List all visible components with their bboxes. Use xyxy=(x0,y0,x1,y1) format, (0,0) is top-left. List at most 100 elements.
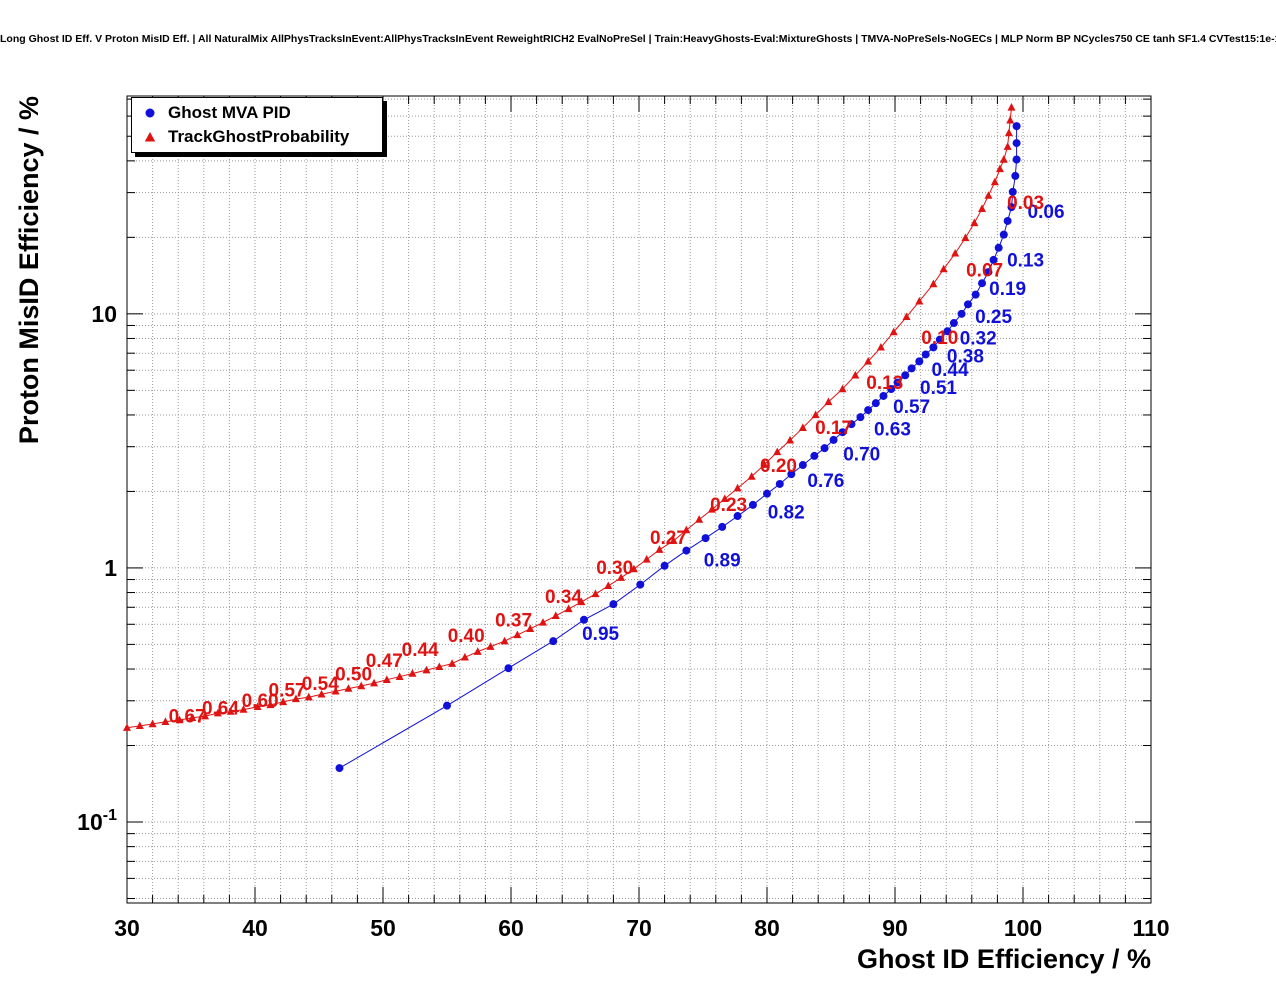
data-point-triangle xyxy=(161,717,170,725)
data-point-triangle xyxy=(226,707,235,715)
data-point-circle xyxy=(504,664,513,673)
data-point-circle xyxy=(984,268,993,277)
data-point-triangle xyxy=(984,191,993,199)
data-point-triangle xyxy=(213,708,222,717)
legend-item-ghost-mva-pid: Ghost MVA PID xyxy=(132,101,382,125)
svg-text:60: 60 xyxy=(498,915,524,941)
data-point-triangle xyxy=(951,248,960,257)
svg-text:0.30: 0.30 xyxy=(596,558,633,579)
data-point-triangle xyxy=(773,447,782,456)
svg-text:90: 90 xyxy=(882,915,908,941)
data-point-circle xyxy=(838,428,847,437)
data-point-circle xyxy=(763,489,771,498)
svg-text:0.76: 0.76 xyxy=(807,471,844,492)
data-point-circle xyxy=(798,461,807,470)
data-point-triangle xyxy=(408,669,417,677)
svg-text:0.57: 0.57 xyxy=(893,397,930,418)
data-point-triangle xyxy=(317,689,326,698)
data-point-triangle xyxy=(266,700,275,709)
data-point-triangle xyxy=(239,705,248,713)
data-point-circle xyxy=(893,378,902,387)
data-point-circle xyxy=(682,546,691,555)
data-point-triangle xyxy=(655,545,664,553)
svg-text:0.67: 0.67 xyxy=(169,707,206,728)
svg-text:80: 80 xyxy=(754,915,780,941)
y-axis-title: Proton MisID Efficiency / % xyxy=(14,96,44,445)
data-point-circle xyxy=(1012,139,1021,148)
data-point-circle xyxy=(775,479,784,488)
series-ghost-mva-pid-cut-labels: 0.06 0.13 0.19 0.250.320.380.440.510.570.63… xyxy=(582,202,1064,645)
data-point-triangle xyxy=(978,204,987,213)
data-point-circle xyxy=(935,335,944,344)
svg-text:0.17: 0.17 xyxy=(815,418,852,439)
data-point-triangle xyxy=(175,715,184,724)
svg-text:0.34: 0.34 xyxy=(545,587,582,608)
data-point-triangle xyxy=(999,155,1008,163)
data-point-triangle xyxy=(747,472,756,480)
data-point-triangle xyxy=(253,702,262,711)
circle-marker-icon xyxy=(132,107,168,119)
data-point-triangle xyxy=(617,573,626,581)
svg-text:0.63: 0.63 xyxy=(874,420,911,441)
svg-text:0.03: 0.03 xyxy=(1007,193,1044,214)
data-point-circle xyxy=(989,255,998,264)
data-point-circle xyxy=(887,385,896,394)
svg-text:0.95: 0.95 xyxy=(582,624,619,645)
svg-text:0.27: 0.27 xyxy=(650,528,687,549)
data-point-circle xyxy=(1012,155,1021,164)
data-point-triangle xyxy=(915,296,924,305)
data-point-circle xyxy=(957,309,966,318)
data-point-circle xyxy=(871,399,880,408)
data-point-circle xyxy=(879,391,888,400)
data-point-triangle xyxy=(357,681,366,690)
data-point-circle xyxy=(971,290,980,299)
grid xyxy=(127,96,1151,903)
data-point-triangle xyxy=(148,719,157,728)
data-point-triangle xyxy=(370,678,379,687)
svg-text:0.37: 0.37 xyxy=(495,611,532,632)
legend-label-ghost-mva-pid: Ghost MVA PID xyxy=(168,103,291,122)
data-point-triangle xyxy=(539,618,547,626)
data-point-circle xyxy=(856,413,865,422)
svg-text:0.89: 0.89 xyxy=(704,550,741,571)
svg-text:0.57: 0.57 xyxy=(269,680,306,701)
data-point-circle xyxy=(994,243,1003,252)
svg-text:0.10: 0.10 xyxy=(921,328,958,349)
data-point-circle xyxy=(609,600,618,609)
series-ghost-mva-pid xyxy=(335,122,1021,773)
data-point-circle xyxy=(1011,171,1020,180)
svg-text:30: 30 xyxy=(114,915,140,941)
series-track-ghost-probability xyxy=(123,103,1016,731)
svg-text:0.64: 0.64 xyxy=(202,698,239,719)
svg-text:10-1: 10-1 xyxy=(77,807,117,835)
data-point-circle xyxy=(820,444,829,453)
data-point-triangle xyxy=(1003,142,1012,150)
svg-text:0.07: 0.07 xyxy=(966,261,1003,282)
data-point-triangle xyxy=(707,504,716,513)
data-point-triangle xyxy=(135,721,144,730)
data-point-triangle xyxy=(824,397,833,406)
svg-text:40: 40 xyxy=(242,915,268,941)
data-point-circle xyxy=(901,371,910,380)
data-point-circle xyxy=(847,420,856,429)
svg-text:50: 50 xyxy=(370,915,396,941)
data-point-circle xyxy=(829,435,838,444)
data-point-triangle xyxy=(760,460,769,468)
data-point-triangle xyxy=(961,233,970,242)
data-point-triangle xyxy=(123,723,131,731)
data-point-circle xyxy=(660,561,669,570)
data-point-triangle xyxy=(733,483,742,492)
data-point-circle xyxy=(636,580,645,589)
data-point-triangle xyxy=(188,713,197,722)
svg-text:0.20: 0.20 xyxy=(760,456,797,477)
data-point-triangle xyxy=(577,597,586,606)
data-point-triangle xyxy=(486,642,495,650)
data-point-triangle xyxy=(1006,115,1015,124)
data-point-triangle xyxy=(435,662,444,671)
data-point-triangle xyxy=(970,218,979,227)
data-point-circle xyxy=(907,364,916,373)
data-point-triangle xyxy=(551,611,560,619)
